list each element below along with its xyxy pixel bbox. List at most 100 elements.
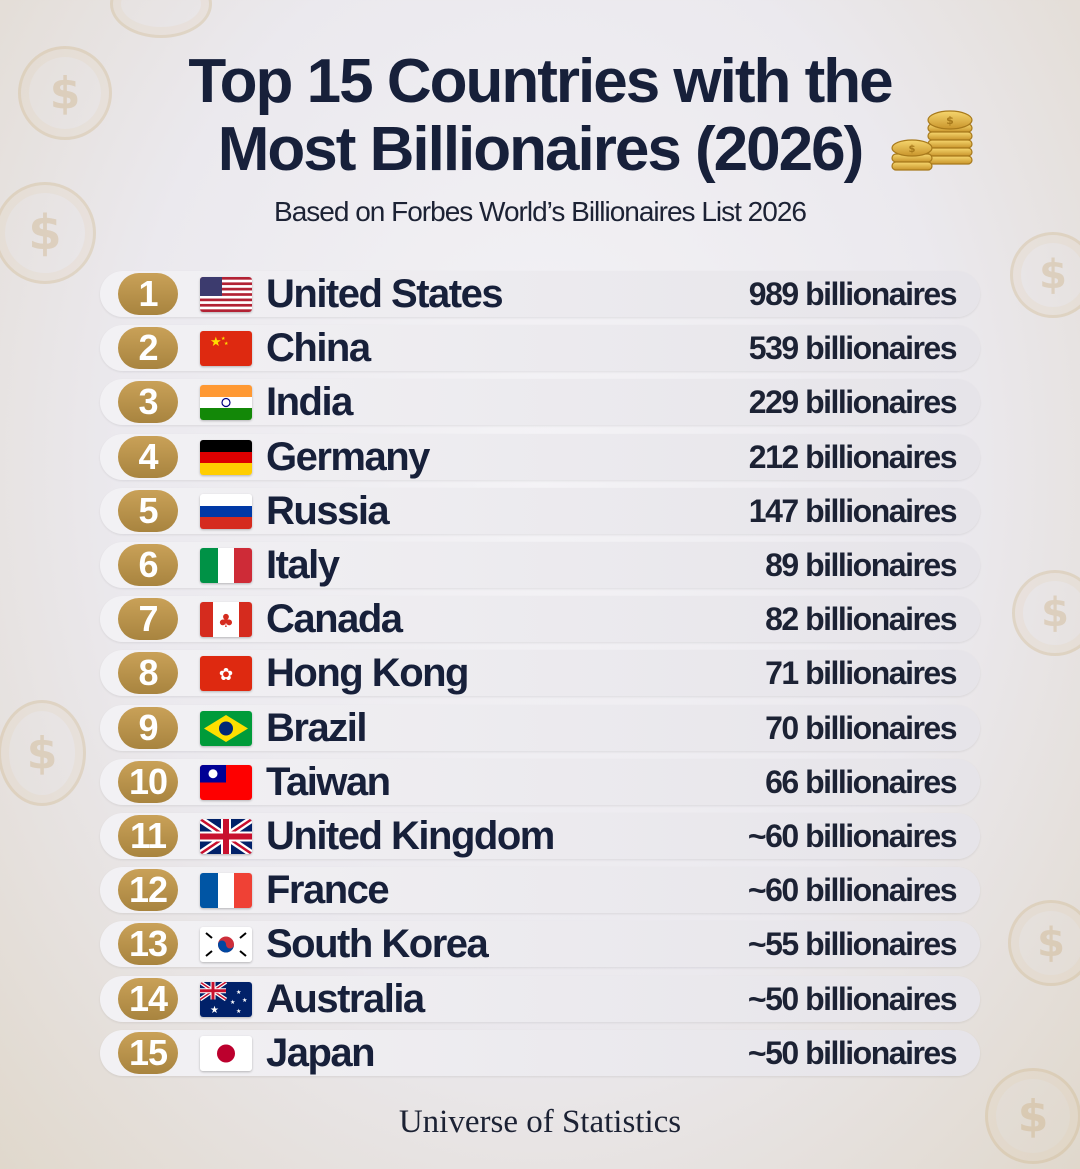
table-row: 1 United States 989 billionaires [100, 271, 980, 317]
gold-coins-icon: $ $ [888, 104, 980, 180]
background-coin-icon: $ [0, 700, 86, 806]
rank-badge: 5 [118, 489, 178, 532]
svg-text:✿: ✿ [219, 665, 233, 685]
flag-br-icon [200, 710, 252, 746]
table-row: 7 ♣ Canada 82 billionaires [100, 596, 980, 643]
background-coin-icon [110, 0, 212, 38]
table-row: 10 Taiwan 66 billionaires [100, 758, 980, 805]
flag-hk-icon: ✿ [200, 656, 252, 692]
rank-badge: 13 [118, 923, 178, 966]
country-name: China [266, 326, 371, 371]
flag-gb-icon [200, 819, 252, 854]
country-name: United States [266, 272, 504, 316]
rank-badge: 14 [118, 977, 178, 1020]
table-row: 15 Japan ~50 billionaires [100, 1029, 980, 1076]
flag-it-icon [200, 548, 252, 583]
billionaire-count: 989 billionaires [748, 276, 958, 312]
billionaire-count: 147 billionaires [748, 492, 958, 529]
billionaire-count: ~50 billionaires [747, 980, 958, 1017]
table-row: 4 Germany 212 billionaires [100, 433, 980, 480]
country-name: Italy [266, 543, 340, 587]
flag-fr-icon [200, 873, 252, 909]
table-row: 6 Italy 89 billionaires [100, 542, 980, 588]
flag-us-icon [200, 277, 252, 312]
rank-badge: 12 [118, 869, 178, 912]
flag-ru-icon [200, 493, 252, 529]
country-name: Russia [266, 488, 390, 533]
country-name: India [266, 380, 353, 425]
billionaire-count: 212 billionaires [748, 438, 958, 475]
rank-badge: 10 [118, 760, 178, 803]
billionaire-count: ~55 billionaires [747, 926, 958, 963]
rank-badge: 1 [118, 273, 178, 315]
billionaire-count: 70 billionaires [765, 709, 957, 746]
rank-badge: 3 [118, 381, 178, 424]
billionaire-count: 539 billionaires [748, 330, 958, 367]
svg-text:★: ★ [242, 997, 247, 1004]
flag-de-icon [200, 439, 252, 475]
rank-badge: 4 [118, 435, 178, 478]
table-row: 5 Russia 147 billionaires [100, 487, 980, 534]
table-row: 9 Brazil 70 billionaires [100, 704, 980, 751]
svg-text:$: $ [946, 114, 954, 127]
flag-kr-icon [200, 927, 252, 963]
background-coin-icon: $ [985, 1068, 1080, 1164]
rank-badge: 7 [118, 598, 178, 641]
page-title: Top 15 Countries with the Most Billionai… [0, 48, 1080, 184]
billionaire-count: ~60 billionaires [747, 818, 958, 854]
svg-text:★: ★ [236, 1008, 241, 1015]
svg-text:$: $ [909, 144, 916, 155]
flag-in-icon [200, 385, 252, 421]
svg-text:★: ★ [221, 336, 226, 342]
country-name: France [266, 868, 390, 913]
table-row: 14 ★ ★ ★ ★ ★ Australia ~50 billionaires [100, 975, 980, 1022]
background-coin-icon: $ [1012, 570, 1080, 656]
flag-au-icon: ★ ★ ★ ★ ★ [200, 981, 252, 1017]
svg-text:★: ★ [236, 989, 241, 996]
billionaire-count: 89 billionaires [765, 547, 957, 583]
country-name: Taiwan [266, 759, 391, 804]
svg-text:★: ★ [230, 999, 235, 1006]
footer-credit: Universe of Statistics [398, 1104, 682, 1140]
table-row: 2 ★ ★ ★ China 539 billionaires [100, 325, 980, 372]
country-name: Japan [266, 1030, 376, 1075]
country-name: United Kingdom [266, 814, 555, 858]
billionaire-count: 229 billionaires [748, 384, 958, 421]
flag-cn-icon: ★ ★ ★ [200, 331, 252, 367]
background-coin-icon: $ [1008, 900, 1080, 986]
flag-ca-icon: ♣ [200, 602, 252, 638]
rank-badge: 11 [118, 815, 178, 857]
table-row: 13 South Korea ~55 billionaires [100, 921, 980, 968]
title-line-2: Most Billionaires (2026) [217, 115, 865, 184]
country-name: Canada [266, 597, 403, 642]
country-name: Germany [266, 434, 430, 479]
billionaire-count: ~50 billionaires [747, 1034, 958, 1071]
flag-tw-icon [200, 764, 252, 800]
table-row: 11 United Kingdom ~60 billionaires [100, 813, 980, 859]
country-name: South Korea [266, 922, 489, 967]
rank-badge: 6 [118, 544, 178, 586]
rank-badge: 15 [118, 1031, 178, 1074]
rank-badge: 2 [118, 327, 178, 370]
svg-text:★: ★ [210, 335, 222, 350]
country-name: Brazil [266, 705, 367, 750]
billionaire-count: 66 billionaires [765, 763, 957, 800]
table-row: 12 France ~60 billionaires [100, 867, 980, 914]
rank-badge: 9 [118, 706, 178, 749]
country-name: Hong Kong [266, 651, 470, 696]
country-name: Australia [266, 976, 425, 1021]
background-coin-icon: $ [0, 182, 96, 284]
background-coin-icon: $ [1010, 232, 1080, 318]
billionaire-count: ~60 billionaires [747, 872, 958, 909]
svg-text:♣: ♣ [218, 611, 234, 632]
title-line-1: Top 15 Countries with the [188, 47, 893, 116]
rank-badge: 8 [118, 652, 178, 695]
table-row: 8 ✿ Hong Kong 71 billionaires [100, 650, 980, 697]
svg-text:★: ★ [210, 1005, 219, 1016]
table-row: 3 India 229 billionaires [100, 379, 980, 426]
flag-jp-icon [200, 1035, 252, 1071]
subtitle: Based on Forbes World’s Billionaires Lis… [274, 196, 807, 227]
billionaire-count: 82 billionaires [765, 601, 957, 638]
billionaire-count: 71 billionaires [765, 655, 957, 692]
background-coin-icon: $ [18, 46, 112, 140]
